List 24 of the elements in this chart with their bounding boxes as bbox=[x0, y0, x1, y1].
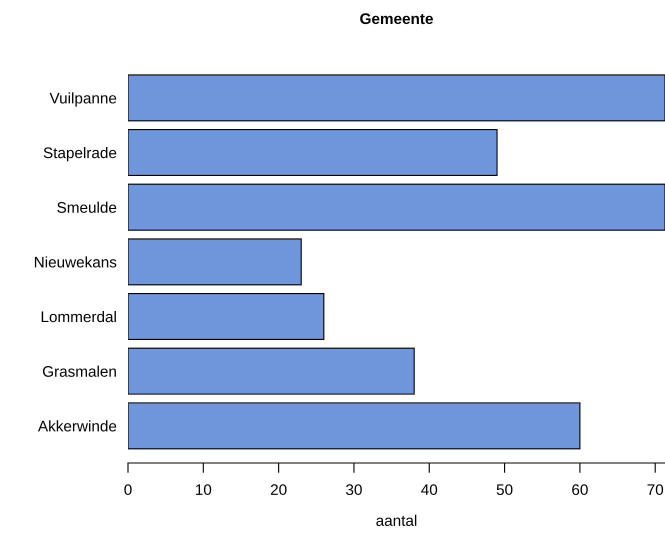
y-tick-label: Akkerwinde bbox=[38, 420, 116, 432]
bar bbox=[128, 348, 415, 395]
y-tick-label: Grasmalen bbox=[42, 366, 116, 377]
x-tick-label: 50 bbox=[496, 484, 512, 496]
bar bbox=[128, 129, 498, 176]
bar bbox=[128, 402, 580, 450]
x-tick-label: 40 bbox=[421, 484, 438, 496]
chart-title: Gemeente bbox=[360, 13, 433, 24]
y-tick-label: Smeulde bbox=[57, 202, 116, 213]
x-tick-label: 10 bbox=[196, 484, 212, 496]
y-tick-label: Lommerdal bbox=[42, 310, 116, 322]
bar bbox=[128, 238, 302, 286]
x-tick-label: 20 bbox=[270, 484, 287, 496]
x-tick-label: 30 bbox=[346, 484, 362, 496]
x-tick-label: 70 bbox=[647, 484, 664, 496]
x-axis-title: aantal bbox=[376, 514, 416, 526]
bar bbox=[128, 74, 665, 122]
bar bbox=[128, 293, 324, 340]
bar bbox=[128, 184, 665, 231]
x-tick-label: 60 bbox=[572, 484, 588, 496]
y-tick-label: Vuilpanne bbox=[50, 92, 116, 107]
y-tick-label: Stapelrade bbox=[44, 147, 116, 162]
x-tick-label: 0 bbox=[124, 484, 132, 496]
y-tick-label: Nieuwekans bbox=[34, 256, 116, 268]
